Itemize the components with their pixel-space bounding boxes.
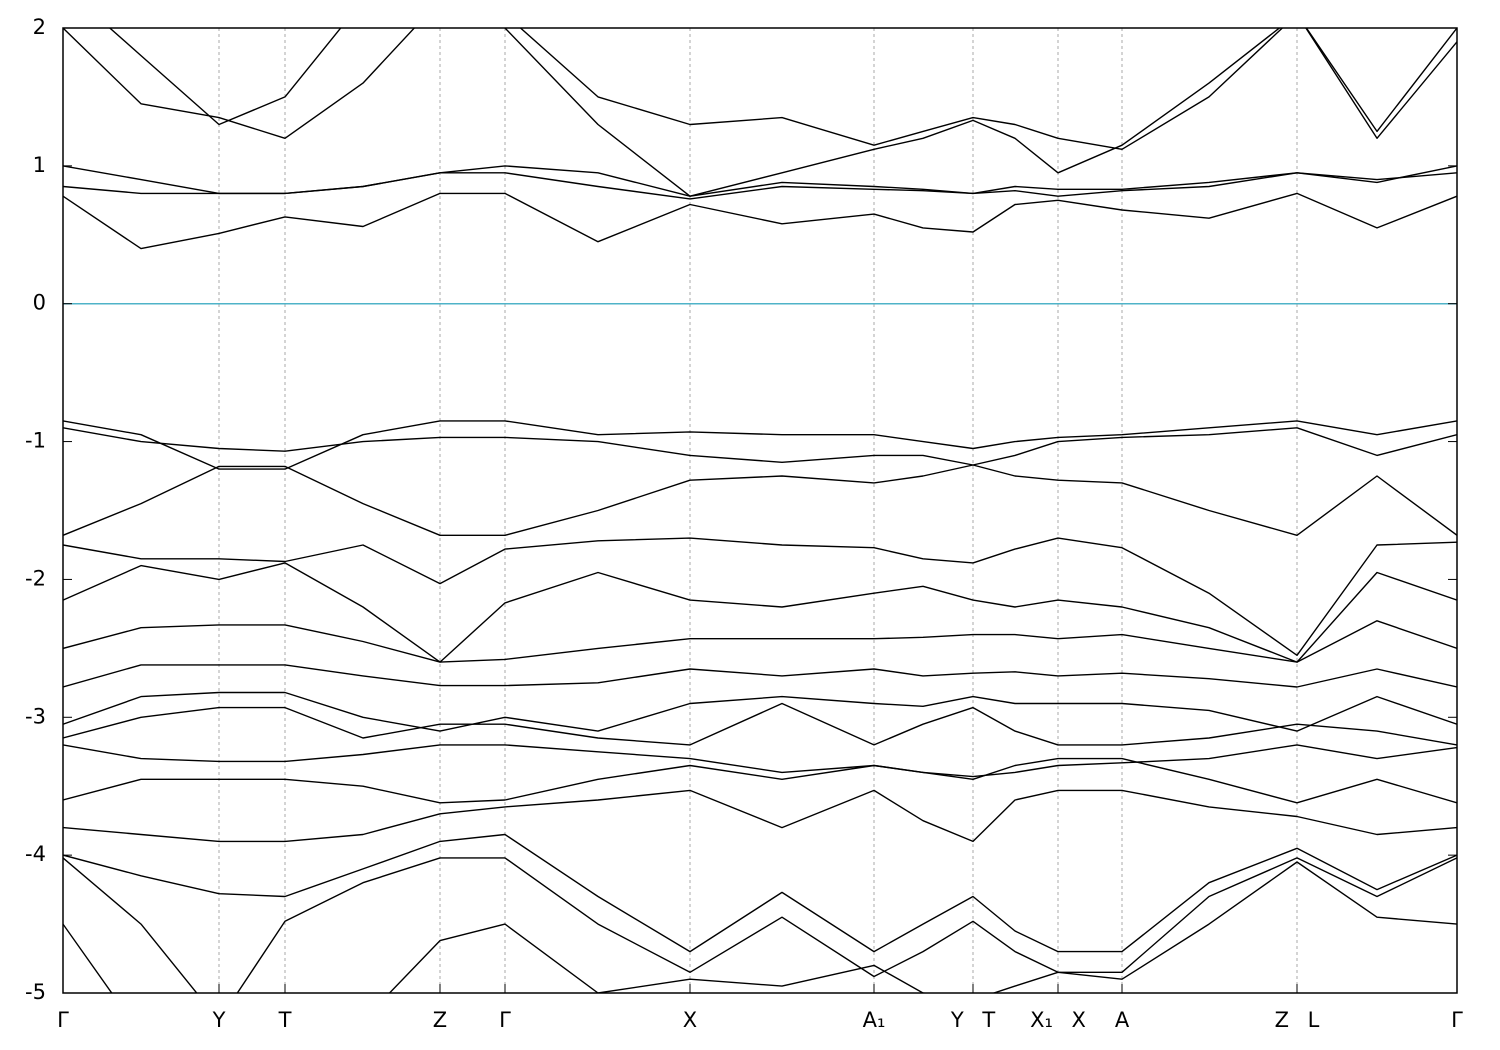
x-tick-label: T [278, 1008, 292, 1032]
band-line [63, 464, 1457, 536]
band-line [63, 664, 1457, 688]
band-line [63, 420, 1457, 470]
band-line [63, 28, 1457, 150]
x-tick-label: Γ [499, 1008, 511, 1032]
x-tick-label: Z L [1275, 1008, 1320, 1032]
x-tick-label: Y T [950, 1008, 996, 1032]
band-line [63, 833, 1457, 953]
y-tick-label: 1 [33, 153, 46, 177]
grid [62, 28, 1458, 993]
x-tick-label: A₁ [863, 1008, 886, 1032]
x-tick-label: X [683, 1008, 697, 1032]
x-tick-label: Y [212, 1008, 226, 1032]
x-tick-label: X₁ X [1030, 1008, 1086, 1032]
y-tick-label: 2 [33, 15, 46, 39]
band-line [63, 857, 1457, 993]
x-tick-label: Z [433, 1008, 447, 1032]
x-tick-label: A [1115, 1008, 1130, 1032]
y-tick-label: -4 [25, 842, 46, 866]
band-line [63, 537, 1457, 656]
band-line [63, 789, 1457, 843]
y-tick-label: -3 [25, 704, 46, 728]
band-line [63, 165, 1457, 197]
y-tick-label: 0 [33, 291, 46, 315]
x-tick-label: Γ [1451, 1008, 1463, 1032]
band-line [63, 702, 1457, 746]
band-line [63, 427, 1457, 466]
y-tick-label: -5 [25, 980, 46, 1004]
bands [63, 28, 1457, 993]
band-line [63, 757, 1457, 804]
band-line [63, 620, 1457, 663]
y-tick-label: -2 [25, 566, 46, 590]
plot-frame [62, 27, 1458, 994]
band-line [63, 861, 1457, 993]
band-line [108, 28, 1457, 197]
band-line [63, 192, 1457, 250]
band-line [63, 744, 1457, 778]
band-line [63, 691, 1457, 732]
x-tick-label: Γ [57, 1008, 69, 1032]
axes: -5 -4 -3 -2 -1 0 1 2 Γ Y T Z Γ X A₁ Y T X₁ X A Z L Γ [25, 15, 1463, 1032]
band-line [63, 562, 1457, 663]
y-tick-label: -1 [25, 429, 46, 453]
